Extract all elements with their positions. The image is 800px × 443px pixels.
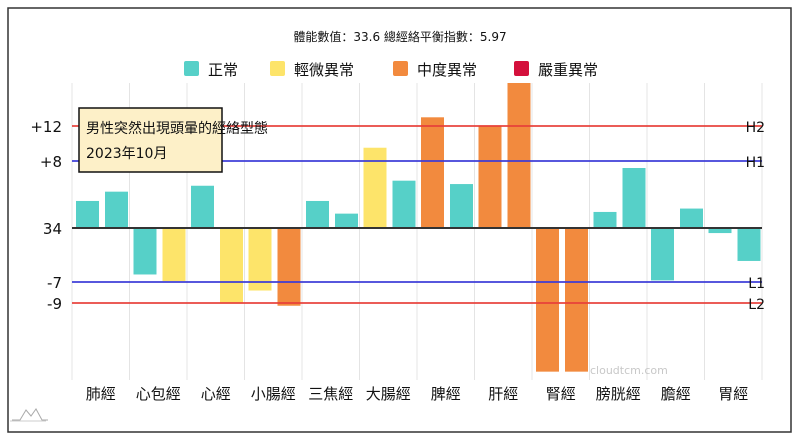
bar-心包經-left bbox=[133, 228, 157, 275]
y-tick-label: -9 bbox=[47, 295, 62, 313]
legend-label: 嚴重異常 bbox=[538, 61, 598, 79]
watermark: cloudtcm.com bbox=[590, 364, 668, 377]
legend-label: 輕微異常 bbox=[294, 61, 354, 79]
y-tick-label: +8 bbox=[40, 153, 62, 171]
bar-膽經-left bbox=[651, 228, 674, 281]
bar-心經-right bbox=[220, 228, 243, 304]
grid bbox=[71, 83, 763, 380]
reference-label: L2 bbox=[748, 297, 765, 313]
logo-icon bbox=[10, 408, 48, 422]
x-tick-label: 肺經 bbox=[86, 385, 116, 403]
x-tick-label: 小腸經 bbox=[251, 385, 296, 403]
x-tick-label: 膀胱經 bbox=[596, 385, 641, 403]
reference-label: H2 bbox=[746, 120, 765, 136]
bar-胃經-right bbox=[737, 228, 761, 261]
chart-title: 體能數值：33.6 總經絡平衡指數：5.97 bbox=[293, 29, 506, 44]
legend-label: 正常 bbox=[208, 61, 238, 79]
x-tick-label: 肝經 bbox=[488, 385, 518, 403]
bar-胃經-left bbox=[708, 228, 732, 234]
reference-label: H1 bbox=[746, 155, 765, 171]
bar-肝經-left bbox=[478, 125, 502, 228]
y-axis: +12 +8 34 -7 -9 bbox=[30, 118, 62, 313]
legend-swatch bbox=[184, 61, 199, 76]
legend-label: 中度異常 bbox=[417, 61, 477, 79]
x-tick-label: 心包經 bbox=[136, 385, 181, 403]
bar-肺經-right bbox=[105, 191, 128, 228]
y-tick-label: -7 bbox=[47, 274, 62, 292]
bar-心包經-right bbox=[162, 228, 186, 282]
bars bbox=[76, 83, 761, 372]
legend: 正常 輕微異常 中度異常 嚴重異常 bbox=[184, 61, 598, 79]
bar-肝經-right bbox=[507, 83, 531, 228]
legend-swatch bbox=[393, 61, 408, 76]
x-tick-label: 三焦經 bbox=[308, 385, 353, 403]
bar-膀胱經-right bbox=[622, 168, 646, 228]
legend-swatch bbox=[514, 61, 529, 76]
bar-小腸經-left bbox=[248, 228, 272, 291]
annotation-line-1: 男性突然出現頭暈的經絡型態 bbox=[86, 120, 268, 137]
x-tick-label: 胃經 bbox=[718, 385, 748, 403]
annotation-box: 男性突然出現頭暈的經絡型態 2023年10月 bbox=[78, 107, 268, 173]
x-tick-label: 脾經 bbox=[431, 385, 461, 403]
bar-小腸經-right bbox=[277, 228, 301, 306]
y-tick-label: 34 bbox=[43, 220, 62, 238]
x-axis: 肺經 心包經 心經 小腸經 三焦經 大腸經 脾經 肝經 腎經 膀胱經 膽經 胃經 bbox=[86, 385, 749, 403]
bar-脾經-left bbox=[421, 117, 444, 228]
legend-swatch bbox=[270, 61, 285, 76]
bar-心經-left bbox=[191, 185, 214, 228]
reference-label: L1 bbox=[748, 276, 765, 292]
x-tick-label: 腎經 bbox=[546, 385, 576, 403]
y-tick-label: +12 bbox=[30, 118, 62, 136]
x-tick-label: 心經 bbox=[201, 385, 231, 403]
bar-腎經-right bbox=[565, 228, 588, 372]
bar-膀胱經-left bbox=[593, 211, 617, 228]
bar-腎經-left bbox=[536, 228, 559, 372]
annotation-line-2: 2023年10月 bbox=[86, 146, 167, 162]
bar-膽經-right bbox=[680, 208, 703, 228]
bar-三焦經-left bbox=[306, 200, 329, 228]
bar-脾經-right bbox=[450, 184, 473, 228]
bar-肺經-left bbox=[76, 200, 99, 228]
x-tick-label: 大腸經 bbox=[366, 385, 411, 403]
x-tick-label: 膽經 bbox=[661, 385, 691, 403]
bar-大腸經-left bbox=[363, 147, 387, 228]
bar-三焦經-right bbox=[335, 213, 358, 228]
bar-大腸經-right bbox=[392, 180, 416, 228]
